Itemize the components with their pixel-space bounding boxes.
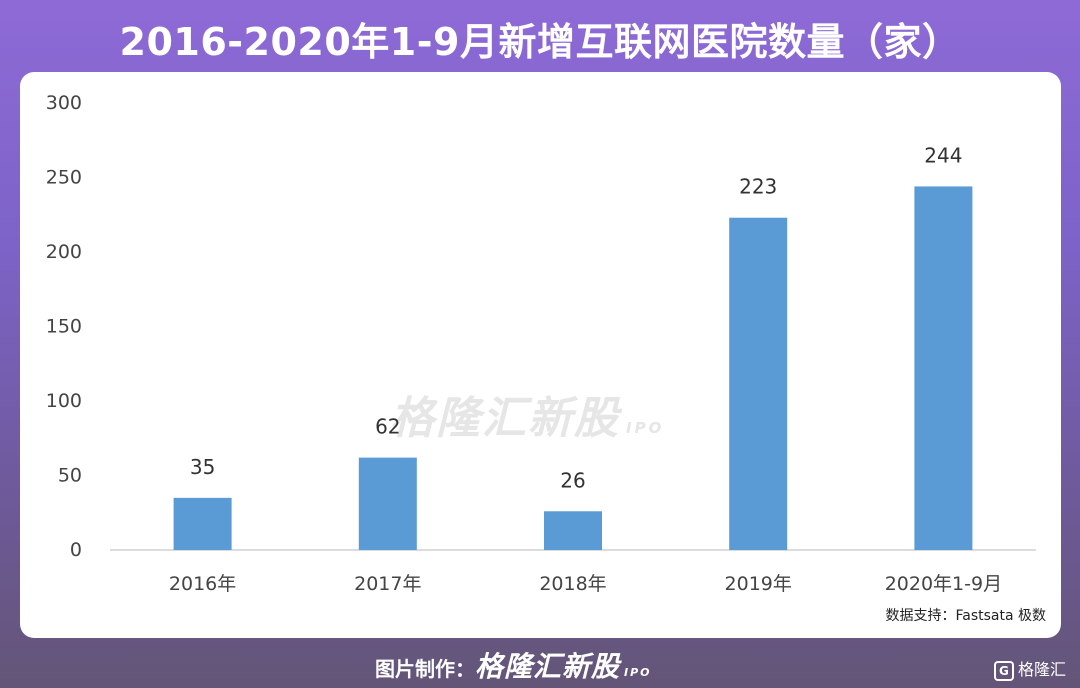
y-tick-label: 200 (46, 241, 82, 263)
logo-text: 格隆汇 (1017, 660, 1066, 679)
logo-icon: G (993, 660, 1014, 681)
footer-credit: 图片制作：格隆汇新股 IPO (375, 645, 652, 685)
x-tick-label: 2018年 (539, 573, 606, 595)
y-tick-label: 150 (46, 316, 82, 338)
y-tick-label: 100 (46, 390, 82, 412)
footer-ipo: IPO (624, 666, 652, 679)
y-tick-label: 250 (46, 167, 82, 189)
x-tick-label: 2020年1-9月 (885, 573, 1002, 595)
bar (544, 511, 602, 550)
watermark-brand: 格隆汇新股 (390, 393, 620, 444)
data-label: 26 (560, 468, 585, 492)
data-label: 223 (739, 175, 777, 199)
data-label: 244 (924, 143, 962, 167)
chart-title: 2016-2020年1-9月新增互联网医院数量（家） (119, 20, 961, 64)
bar (358, 457, 417, 550)
data-label: 35 (190, 455, 215, 479)
x-tick-label: 2019年 (725, 573, 792, 595)
footer-credit-label: 图片制作： (375, 657, 475, 681)
watermark: 格隆汇新股 IPO (390, 382, 664, 446)
bar (914, 186, 973, 550)
footer-brand: 格隆汇新股 (475, 650, 621, 683)
bar (729, 217, 788, 551)
chart-panel: 格隆汇新股 IPO 0 50 100 150 200 250 300 35 2016年 62 2017… (20, 72, 1061, 638)
corner-logo: G 格隆汇 (993, 656, 1066, 681)
data-label: 62 (375, 415, 400, 439)
y-tick-label: 0 (70, 539, 82, 561)
x-tick-label: 2016年 (169, 573, 236, 595)
watermark-ipo: IPO (626, 419, 665, 437)
y-tick-label: 50 (58, 465, 82, 487)
y-tick-label: 300 (46, 92, 82, 114)
bar (173, 497, 232, 550)
data-source: 数据支持：Fastsata 极数 (885, 608, 1046, 624)
x-tick-label: 2017年 (354, 573, 421, 595)
bar-chart: 0 50 100 150 200 250 300 35 2016年 62 2017年 26 2018年 2… (46, 92, 1036, 595)
